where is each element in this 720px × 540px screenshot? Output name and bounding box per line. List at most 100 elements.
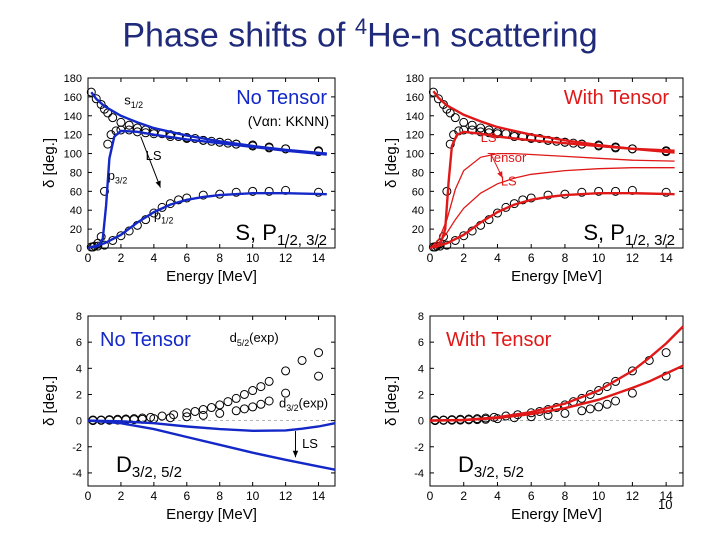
exp-point	[248, 186, 258, 196]
x-tick-label: 2	[460, 251, 467, 265]
series-line-tensor-mid	[429, 152, 675, 249]
exp-point	[611, 396, 621, 406]
arrow-head	[155, 180, 161, 188]
exp-point	[560, 408, 570, 418]
x-axis-label: Energy [MeV]	[166, 506, 257, 523]
plot-subtitle: (Vαn: KKNN)	[248, 113, 329, 129]
series-line-p1-2	[429, 191, 675, 250]
exp-point	[108, 113, 118, 123]
annotation: LS	[481, 130, 497, 145]
exp-point	[594, 402, 604, 412]
x-tick-label: 4	[494, 489, 501, 503]
y-tick-label: -2	[414, 442, 424, 454]
plot-frame	[87, 77, 336, 249]
title-text: Phase shifts of	[122, 16, 355, 55]
exp-point	[661, 187, 671, 197]
y-tick-label: 20	[412, 224, 424, 236]
exp-point	[96, 99, 106, 109]
x-tick-label: 4	[494, 251, 501, 265]
x-tick-label: 10	[592, 251, 606, 265]
x-tick-label: 8	[562, 489, 569, 503]
plot-frame	[429, 315, 684, 487]
exp-point	[169, 410, 179, 420]
exp-point	[264, 376, 274, 386]
y-tick-label: -2	[72, 442, 82, 454]
y-tick-label: 4	[418, 363, 424, 375]
annotation: Tensor	[487, 150, 527, 165]
y-axis-label: δ [deg.]	[383, 138, 400, 188]
x-tick-label: 14	[659, 489, 673, 503]
series-line-p3-2	[92, 129, 327, 249]
exp-point	[198, 410, 208, 420]
x-tick-label: 10	[592, 489, 606, 503]
y-tick-label: -4	[414, 468, 424, 480]
series-line-d5-2	[87, 419, 336, 433]
x-tick-label: 12	[626, 489, 640, 503]
y-tick-label: 40	[412, 205, 424, 217]
y-axis-label: δ [deg.]	[383, 376, 400, 426]
exp-point	[585, 404, 595, 414]
exp-point	[492, 208, 502, 218]
wave-label: D3/2, 5/2	[116, 452, 182, 481]
y-tick-label: 4	[76, 363, 82, 375]
arrow-head	[292, 450, 299, 458]
exp-point	[256, 399, 266, 409]
plot-frame	[429, 77, 684, 249]
exp-point	[433, 94, 443, 104]
plot-title: No Tensor	[236, 87, 327, 109]
exp-point	[509, 132, 519, 142]
exp-point	[577, 406, 587, 416]
exp-point	[198, 405, 208, 414]
chart-p1: 0 2 4 6 8 10 12 14020406080100120140160180Energ…	[41, 73, 336, 285]
y-tick-label: 0	[76, 416, 82, 428]
x-tick-label: 10	[246, 489, 260, 503]
y-tick-label: 140	[64, 111, 82, 123]
exp-point	[543, 190, 553, 200]
exp-point	[611, 376, 621, 386]
exp-point	[314, 348, 324, 358]
y-tick-label: 2	[76, 389, 82, 401]
arrow-head	[497, 171, 503, 179]
y-tick-label: 60	[70, 186, 82, 198]
x-tick-label: 2	[118, 489, 125, 503]
y-tick-label: 180	[64, 73, 82, 85]
y-tick-label: 60	[412, 186, 424, 198]
exp-point	[190, 406, 200, 416]
exp-point	[207, 403, 216, 413]
exp-point	[594, 186, 604, 196]
title-text-2: He-n scattering	[367, 16, 598, 55]
exp-point	[231, 187, 241, 197]
y-tick-label: 120	[406, 130, 424, 142]
exp-point	[215, 400, 225, 410]
exp-point	[281, 388, 291, 398]
chart-p3: 0 2 4 6 8 10 12 14 -4 -2 0 2 4 6 8 Energy [MeV] δ [deg.]…	[41, 311, 336, 523]
x-tick-label: 6	[183, 251, 190, 265]
x-tick-label: 12	[279, 489, 293, 503]
exp-point	[124, 120, 134, 130]
annotation: LS	[302, 436, 318, 451]
chart-p4: 0 2 4 6 8 10 12 14 -4 -2 0 2 4 6 8 Energy [MeV] δ [deg.]…	[383, 311, 684, 523]
exp-point	[215, 408, 225, 418]
x-axis-label: Energy [MeV]	[511, 506, 602, 523]
exp-point	[445, 108, 455, 118]
y-tick-label: 160	[64, 92, 82, 104]
y-tick-label: 2	[418, 389, 424, 401]
annotation: d3/2(exp)	[279, 396, 328, 414]
annotation: LS	[501, 174, 517, 189]
x-tick-label: 12	[626, 251, 640, 265]
exp-point	[149, 208, 159, 218]
exp-point	[450, 113, 460, 123]
y-tick-label: 120	[64, 130, 82, 142]
y-tick-label: 160	[406, 92, 424, 104]
series-line-d3-2	[87, 419, 336, 471]
title-superscript: 4	[354, 14, 368, 39]
y-tick-label: 0	[418, 243, 424, 255]
exp-point	[594, 386, 604, 396]
plot-title: With Tensor	[564, 87, 670, 109]
y-tick-label: 6	[418, 337, 424, 349]
exp-point	[611, 186, 621, 196]
exp-point	[476, 123, 486, 133]
x-axis-label: Energy [MeV]	[511, 268, 602, 285]
plot-title: With Tensor	[446, 329, 552, 351]
exp-point	[264, 186, 274, 196]
